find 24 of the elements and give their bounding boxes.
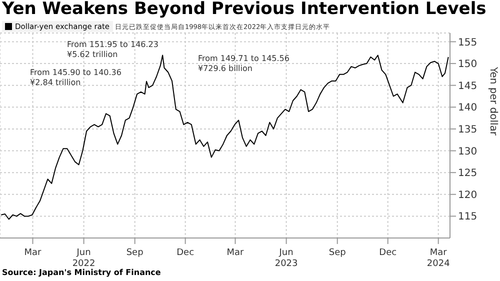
y-tick-label: 145 bbox=[458, 80, 478, 92]
x-tick-label: Dec bbox=[176, 248, 194, 258]
x-tick-label: Dec bbox=[379, 248, 397, 258]
y-tick-label: 115 bbox=[458, 212, 478, 223]
y-tick-label: 120 bbox=[458, 190, 478, 201]
x-tick-label: Sep bbox=[126, 248, 144, 258]
y-tick-label: 130 bbox=[458, 146, 478, 158]
y-tick-label: 155 bbox=[458, 37, 478, 48]
y-tick-label: 135 bbox=[458, 124, 478, 136]
x-tick-label: Mar bbox=[24, 248, 42, 258]
y-axis-title: Yen per dollar bbox=[487, 66, 498, 136]
annotation: From 151.95 to 146.23 ¥5.62 trillion bbox=[67, 40, 158, 60]
y-tick-label: 150 bbox=[458, 59, 478, 70]
x-tick-label: Jun 2023 bbox=[274, 248, 298, 269]
y-tick-label: 140 bbox=[458, 102, 478, 114]
annotation: From 149.71 to 145.56 ¥729.6 billion bbox=[198, 54, 290, 74]
x-tick-label: Mar bbox=[226, 248, 244, 258]
annotation: From 145.90 to 140.36 ¥2.84 trillion bbox=[30, 68, 122, 88]
chart-title: Yen Weakens Beyond Previous Intervention Levels bbox=[2, 0, 486, 19]
x-tick-label: Jun 2022 bbox=[72, 248, 96, 269]
x-tick-label: Sep bbox=[328, 248, 346, 258]
x-tick-label: Mar 2024 bbox=[426, 248, 450, 269]
y-tick-label: 125 bbox=[458, 168, 478, 180]
source-note: Source: Japan's Ministry of Finance bbox=[2, 268, 161, 277]
